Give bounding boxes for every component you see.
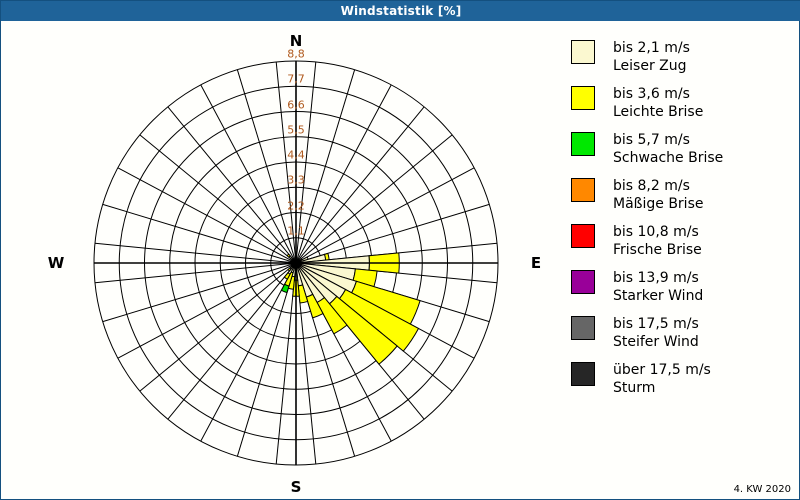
legend-label: bis 5,7 m/s Schwache Brise (613, 131, 723, 168)
footer-period: 4. KW 2020 (733, 484, 791, 495)
legend-speed-range: bis 10,8 m/s (613, 223, 699, 240)
legend-color-swatch (571, 269, 595, 294)
compass-label-south: S (290, 478, 302, 496)
legend-wind-name: Starker Wind (613, 288, 704, 305)
legend-color-swatch (571, 85, 595, 110)
legend-speed-range: bis 8,2 m/s (613, 177, 690, 194)
legend-color-swatch (571, 315, 595, 340)
legend-color-swatch (571, 131, 595, 156)
window-title: Windstatistik [%] (340, 4, 462, 18)
compass-label-east: E (530, 254, 542, 272)
legend-color-swatch (571, 40, 595, 64)
legend-label: bis 8,2 m/s Mäßige Brise (613, 177, 703, 214)
legend-item: bis 10,8 m/s Frische Brise (571, 223, 797, 260)
legend-wind-name: Frische Brise (613, 242, 702, 259)
radial-tick-label: 4,4 (287, 148, 305, 162)
legend: bis 2,1 m/s Leiser Zug bis 3,6 m/s Leichte … (571, 39, 797, 407)
legend-wind-name: Steifer Wind (613, 334, 699, 351)
legend-speed-range: bis 2,1 m/s (613, 40, 690, 56)
legend-label: über 17,5 m/s Sturm (613, 361, 711, 398)
legend-item: bis 5,7 m/s Schwache Brise (571, 131, 797, 168)
legend-item: bis 13,9 m/s Starker Wind (571, 269, 797, 306)
radial-tick-label: 6,6 (287, 98, 305, 111)
legend-speed-range: über 17,5 m/s (613, 361, 711, 378)
legend-wind-name: Schwache Brise (613, 150, 724, 167)
legend-label: bis 17,5 m/s Steifer Wind (613, 315, 699, 352)
radial-tick-label: 3,3 (287, 173, 305, 187)
legend-wind-name: Mäßige Brise (613, 196, 704, 213)
legend-speed-range: bis 3,6 m/s (613, 85, 690, 102)
legend-label: bis 10,8 m/s Frische Brise (613, 223, 702, 260)
legend-item: bis 8,2 m/s Mäßige Brise (571, 177, 797, 214)
radial-tick-label: 2,2 (287, 199, 305, 212)
compass-label-west: W (47, 254, 65, 272)
legend-wind-name: Leichte Brise (613, 104, 704, 121)
wind-rose-chart: N E S W 1,1 2,2 3,3 4,4 5,5 6,6 7,7 8,8 (1, 21, 566, 499)
radial-tick-label: 8,8 (287, 47, 305, 61)
legend-label: bis 13,9 m/s Starker Wind (613, 269, 703, 306)
legend-item: bis 3,6 m/s Leichte Brise (571, 85, 797, 122)
radial-tick-label: 7,7 (287, 72, 305, 86)
wind-rose-petals (280, 252, 421, 365)
polar-axes (94, 61, 498, 465)
legend-speed-range: bis 13,9 m/s (613, 269, 699, 286)
legend-label: bis 3,6 m/s Leichte Brise (613, 85, 703, 122)
compass-label-north: N (289, 32, 303, 50)
legend-speed-range: bis 17,5 m/s (613, 315, 699, 332)
legend-item: bis 17,5 m/s Steifer Wind (571, 315, 797, 352)
legend-wind-name: Leiser Zug (613, 58, 687, 75)
legend-wind-name: Sturm (613, 380, 656, 397)
window-title-bar: Windstatistik [%] (1, 1, 800, 21)
legend-color-swatch (571, 177, 595, 202)
wind-rose-svg (93, 60, 499, 466)
legend-item: über 17,5 m/s Sturm (571, 361, 797, 398)
legend-color-swatch (571, 223, 595, 248)
legend-label: bis 2,1 m/s Leiser Zug (613, 39, 690, 76)
legend-item: bis 2,1 m/s Leiser Zug (571, 39, 797, 76)
legend-color-swatch (571, 361, 595, 386)
legend-speed-range: bis 5,7 m/s (613, 131, 690, 148)
radial-tick-label: 1,1 (287, 224, 305, 238)
radial-tick-label: 5,5 (287, 123, 305, 137)
